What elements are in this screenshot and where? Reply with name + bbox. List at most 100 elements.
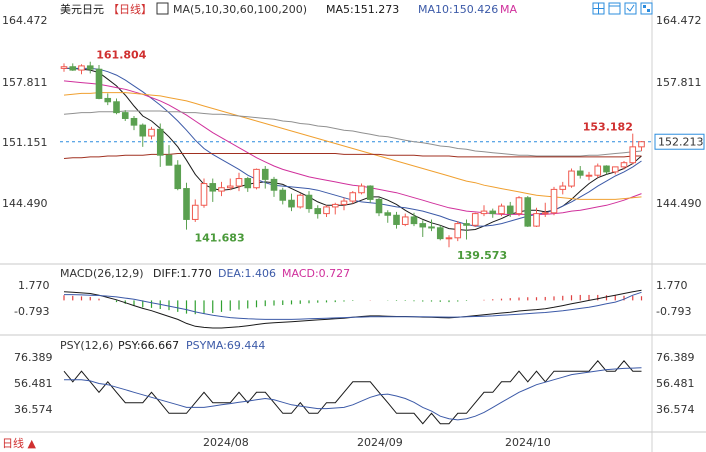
candle-body [86,65,94,70]
candle-body [279,189,287,201]
candle-body [165,154,173,166]
psyma-line [64,367,642,421]
ma-more-label: MA [500,3,517,16]
symbol-label: 美元日元 [60,3,104,16]
psy-header: PSY(12,6) [60,339,113,352]
candle-body [480,210,488,215]
candle-body [576,170,584,176]
psy-value: PSY:66.667 [118,339,179,352]
candle-body [436,227,444,240]
candle-body [463,223,470,226]
macd-dea-value: DEA:1.406 [218,267,276,280]
candle-body [384,212,392,216]
candle-body [629,146,637,164]
candle-body [445,237,453,240]
current-price-box [654,133,705,150]
period-tag[interactable]: 【日线】 [108,2,152,16]
annotation-label: 161.804 [96,49,146,62]
candle-body [253,168,260,189]
price-panel-frame [0,0,706,264]
candle-body [113,101,120,114]
macd-chart [63,289,643,329]
candle-body [454,223,462,239]
candle-body [78,65,85,71]
candle-body [515,197,523,215]
x-tick-label: 2024/10 [505,436,551,449]
candle-body [603,165,610,173]
psy-tick-label: 56.481 [656,377,695,390]
candle-body [104,97,112,103]
price-tick-label: 164.472 [2,14,48,27]
price-tick-label: 144.490 [656,197,702,210]
x-tick-label: 2024/09 [357,436,403,449]
candle-body [585,174,593,177]
candle-body [305,194,313,210]
candle-body [349,192,357,202]
candle-body [410,216,418,225]
candle-body [60,66,68,69]
psy-line [63,360,642,425]
macd-header: MACD(26,12,9) [60,267,144,280]
candle-body [314,208,322,215]
price-tick-label: 164.472 [656,14,702,27]
annotation-label: 153.182 [583,121,633,134]
price-axis-left: 164.472 157.811 151.151 144.490 [2,14,48,210]
candle-body [121,112,129,119]
checkbox-icon[interactable] [624,2,637,15]
candle-body [524,197,532,227]
price-annotations: 161.804 141.683 139.573 153.182 [96,49,633,263]
candle-body [148,128,155,137]
price-tick-label: 157.811 [656,76,702,89]
candle-body [139,124,147,137]
candle-body [244,178,252,189]
candle-body [130,117,138,126]
settings-icon[interactable] [156,2,169,15]
candle-body [471,213,479,226]
macd-diff-value: DIFF:1.770 [153,267,212,280]
candle-body [209,183,217,192]
candle-body [375,198,383,214]
dashboard-icon[interactable] [640,2,653,15]
candle-body [594,165,602,176]
window-icon[interactable] [608,2,621,15]
chart-header: 美元日元 【日线】 MA(5,10,30,60,100,200) MA5:151… [60,2,653,16]
macd-dea-line [64,291,642,320]
candle-body [340,200,348,205]
annotation-label: 141.683 [195,232,245,245]
candle-body [270,178,278,191]
psy-chart [63,360,642,425]
candle-body [568,170,575,187]
candle-body [506,205,514,215]
candle-body [611,166,619,173]
candle-body [489,210,497,215]
candle-body [638,141,645,148]
candle-body [620,162,628,168]
price-tick-label: 157.811 [2,76,48,89]
candle-body [191,204,199,220]
candle-body [559,185,567,190]
macd-macd-value: MACD:0.727 [282,267,350,280]
candle-body [95,68,103,99]
ma5-value: MA5:151.273 [326,3,399,16]
ma60-line [63,92,642,200]
candle-body [393,214,400,225]
psy-tick-label: 76.389 [14,351,53,364]
annotation-label: 139.573 [457,249,507,262]
price-tick-label: 144.490 [2,197,48,210]
psyma-value: PSYMA:69.444 [186,339,265,352]
ma100-line [63,110,642,157]
candle-body [401,216,409,225]
macd-diff-line [63,289,642,329]
macd-tick-label: -0.793 [14,305,49,318]
candle-body [323,206,330,215]
candle-body [235,178,243,187]
grid-icon[interactable] [592,2,605,15]
candle-body [366,185,374,200]
period-select[interactable]: 日线 ▲ [2,436,36,450]
ma-params-label: MA(5,10,30,60,100,200) [173,3,307,16]
candle-body [498,205,505,215]
x-axis: 2024/08 2024/09 2024/10 [0,431,652,449]
candle-body [183,188,190,220]
macd-tick-label: 1.770 [18,279,50,292]
candle-body [533,213,540,227]
